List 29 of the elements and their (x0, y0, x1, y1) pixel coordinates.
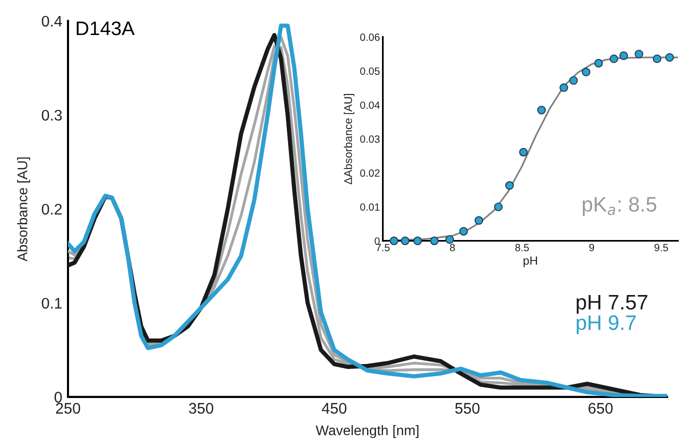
x-tick-label: 7.5 (376, 244, 390, 252)
x-tick-label: 250 (56, 402, 80, 414)
x-tick-label: 9 (589, 244, 594, 252)
annotation: D143A (76, 21, 135, 36)
y-tick-label: 0.3 (42, 110, 62, 121)
y-tick-label: 0.05 (360, 67, 380, 75)
y-tick-label: 0 (54, 392, 62, 403)
y-tick-label: 0.4 (42, 16, 62, 27)
y-tick-label: 0.03 (360, 135, 380, 143)
x-axis-title: Wavelength [nm] (316, 425, 418, 438)
x-tick-label: 650 (588, 402, 613, 414)
x-tick-label: 550 (455, 402, 480, 414)
x-tick-label: 350 (188, 402, 214, 414)
y-axis-title: Absorbance [AU] (17, 157, 30, 262)
annotation: pK$_{a}$: 8.5 (582, 196, 656, 216)
y-tick-label: 0.1 (42, 298, 62, 309)
y-tick-label: 0.04 (360, 101, 380, 109)
y-axis-title: ΔAbsorbance [AU] (344, 94, 354, 184)
x-tick-label: 450 (322, 402, 346, 414)
x-tick-label: 9.5 (654, 244, 668, 252)
x-tick-label: 8 (450, 244, 455, 252)
y-tick-label: 0.01 (360, 203, 380, 211)
text: pH 7.57 (576, 295, 648, 314)
y-tick-label: 0.2 (42, 204, 62, 215)
text: pH 9.7 (576, 315, 636, 334)
y-tick-label: 0.06 (360, 34, 380, 41)
x-tick-label: 8.5 (515, 244, 529, 252)
y-tick-label: 0.02 (360, 169, 380, 177)
x-axis-title: pH (524, 256, 537, 268)
